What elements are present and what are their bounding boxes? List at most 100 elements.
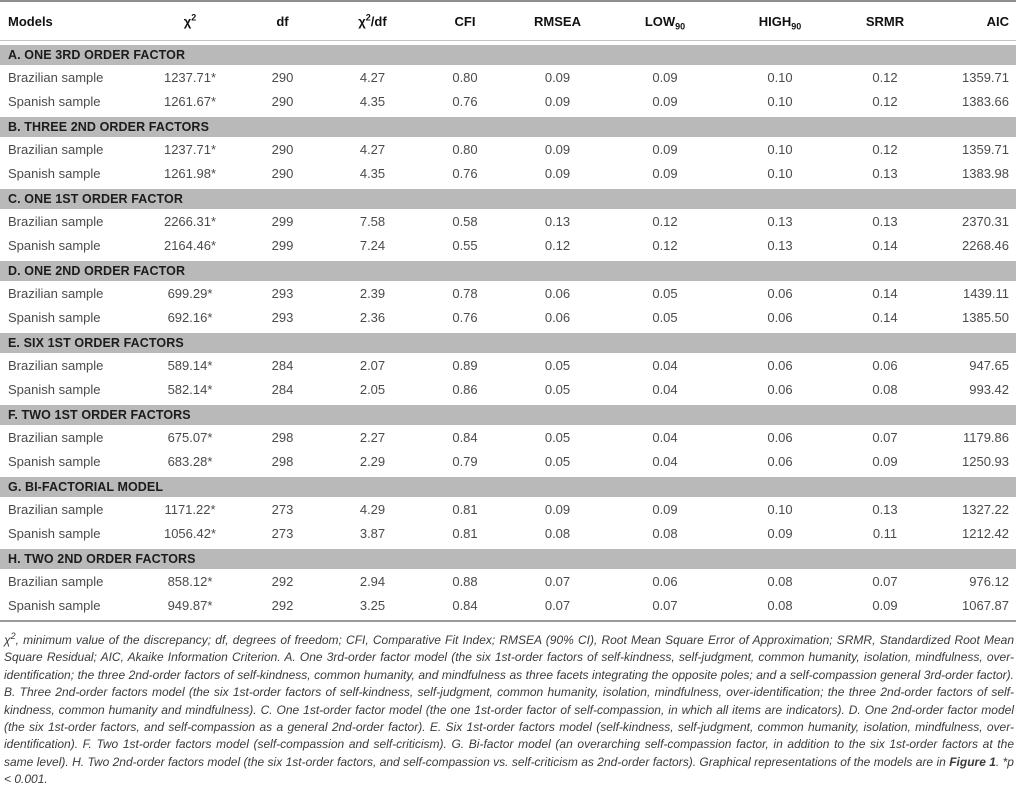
table-row: Spanish sample 692.16* 293 2.36 0.76 0.06 0.05… xyxy=(0,305,1016,329)
cell-chi2: 683.28* xyxy=(167,453,213,469)
table-row: Brazilian sample 2266.31* 299 7.58 0.58 0.13 0… xyxy=(0,209,1016,233)
column-header-model: Models xyxy=(8,13,53,29)
cell-model: Spanish sample xyxy=(8,237,101,253)
cell-srmr: 0.07 xyxy=(872,573,898,589)
table-header-row: Models χ2 df χ2/df CFI RMSEA LOW90 HIGH90 SRMR AI… xyxy=(0,0,1016,41)
table-row: Spanish sample 2164.46* 299 7.24 0.55 0.12 0.1… xyxy=(0,233,1016,257)
cell-model: Spanish sample xyxy=(8,597,101,613)
table-row: Brazilian sample 1237.71* 290 4.27 0.80 0.09 0… xyxy=(0,137,1016,161)
cell-chi2: 949.87* xyxy=(167,597,213,613)
cell-aic: 1439.11 xyxy=(962,285,1009,301)
cell-chi2df: 4.27 xyxy=(359,141,386,157)
cell-chi2df: 2.07 xyxy=(359,357,386,373)
cell-chi2df: 2.94 xyxy=(359,573,386,589)
column-header-low: LOW90 xyxy=(644,13,686,32)
cell-low: 0.04 xyxy=(652,381,678,397)
cell-chi2: 1261.67* xyxy=(163,93,217,109)
cell-chi2: 699.29* xyxy=(167,285,213,301)
cell-rmsea: 0.06 xyxy=(544,285,571,301)
cell-rmsea: 0.05 xyxy=(544,453,571,469)
cell-df: 273 xyxy=(271,525,294,541)
cell-aic: 1179.86 xyxy=(962,429,1009,445)
section-header: A. ONE 3RD ORDER FACTOR xyxy=(0,45,1016,65)
chi-square-symbol: χ2 xyxy=(4,631,16,648)
section-header: E. SIX 1ST ORDER FACTORS xyxy=(0,333,1016,353)
cell-chi2: 2266.31* xyxy=(163,213,217,229)
cell-srmr: 0.06 xyxy=(872,357,898,373)
column-header-aic: AIC xyxy=(986,13,1009,29)
cell-high: 0.06 xyxy=(767,429,793,445)
cell-srmr: 0.14 xyxy=(872,285,898,301)
cell-cfi: 0.78 xyxy=(452,285,478,301)
cell-cfi: 0.80 xyxy=(452,141,478,157)
column-header-cfi: CFI xyxy=(454,13,476,29)
cell-model: Brazilian sample xyxy=(8,69,104,85)
cell-chi2df: 2.05 xyxy=(359,381,386,397)
cell-high: 0.06 xyxy=(767,285,793,301)
section-header: B. THREE 2ND ORDER FACTORS xyxy=(0,117,1016,137)
cell-cfi: 0.76 xyxy=(452,309,478,325)
column-header-high: HIGH90 xyxy=(758,13,802,32)
cell-high: 0.06 xyxy=(767,357,793,373)
cell-high: 0.10 xyxy=(767,501,793,517)
section-header: H. TWO 2ND ORDER FACTORS xyxy=(0,549,1016,569)
cell-df: 290 xyxy=(271,141,294,157)
cell-cfi: 0.84 xyxy=(452,597,478,613)
cell-rmsea: 0.05 xyxy=(544,357,571,373)
cell-chi2df: 2.29 xyxy=(359,453,386,469)
cell-low: 0.08 xyxy=(652,525,678,541)
cell-df: 299 xyxy=(271,213,294,229)
cell-chi2: 675.07* xyxy=(167,429,213,445)
cell-rmsea: 0.09 xyxy=(544,165,571,181)
cell-df: 284 xyxy=(271,357,294,373)
table-row: Brazilian sample 675.07* 298 2.27 0.84 0.05 0.… xyxy=(0,425,1016,449)
cell-srmr: 0.13 xyxy=(872,501,898,517)
cell-cfi: 0.81 xyxy=(452,525,478,541)
cell-chi2: 1171.22* xyxy=(164,501,216,517)
cell-srmr: 0.12 xyxy=(872,69,898,85)
cell-df: 284 xyxy=(271,381,294,397)
cell-srmr: 0.08 xyxy=(872,381,898,397)
cell-chi2df: 3.25 xyxy=(359,597,386,613)
cell-model: Brazilian sample xyxy=(8,357,104,373)
cell-cfi: 0.79 xyxy=(452,453,478,469)
cell-chi2df: 2.39 xyxy=(359,285,386,301)
table-row: Brazilian sample 589.14* 284 2.07 0.89 0.05 0.… xyxy=(0,353,1016,377)
cell-srmr: 0.12 xyxy=(872,93,898,109)
cell-low: 0.04 xyxy=(652,453,678,469)
cell-rmsea: 0.05 xyxy=(544,429,571,445)
cell-chi2df: 4.27 xyxy=(359,69,386,85)
cell-rmsea: 0.08 xyxy=(544,525,571,541)
cell-cfi: 0.76 xyxy=(452,93,478,109)
cell-rmsea: 0.09 xyxy=(544,69,571,85)
column-header-chi2df: χ2/df xyxy=(358,12,387,29)
cell-low: 0.09 xyxy=(652,93,678,109)
cell-high: 0.08 xyxy=(767,597,793,613)
cell-low: 0.09 xyxy=(652,165,678,181)
cell-srmr: 0.11 xyxy=(872,525,898,541)
footnote-significance-note: . *p < 0.001. xyxy=(4,754,1014,787)
cell-model: Brazilian sample xyxy=(8,429,104,445)
cell-rmsea: 0.09 xyxy=(544,141,571,157)
table-row: Brazilian sample 1171.22* 273 4.29 0.81 0.09 0… xyxy=(0,497,1016,521)
section-header: C. ONE 1ST ORDER FACTOR xyxy=(0,189,1016,209)
cell-aic: 1212.42 xyxy=(962,525,1009,541)
cell-high: 0.13 xyxy=(767,213,793,229)
cell-model: Spanish sample xyxy=(8,93,101,109)
cell-low: 0.04 xyxy=(652,357,678,373)
section-header: G. BI-FACTORIAL MODEL xyxy=(0,477,1016,497)
cell-chi2df: 7.58 xyxy=(359,213,386,229)
cell-cfi: 0.55 xyxy=(452,237,478,253)
cell-rmsea: 0.06 xyxy=(544,309,571,325)
cell-df: 292 xyxy=(271,573,294,589)
cell-cfi: 0.89 xyxy=(452,357,478,373)
cell-low: 0.12 xyxy=(652,237,678,253)
cell-low: 0.05 xyxy=(652,309,678,325)
cell-srmr: 0.13 xyxy=(872,165,898,181)
cell-model: Spanish sample xyxy=(8,525,101,541)
cell-cfi: 0.76 xyxy=(452,165,478,181)
fit-indices-table: Models χ2 df χ2/df CFI RMSEA LOW90 HIGH90 SRMR AI… xyxy=(0,0,1016,622)
table-row: Spanish sample 1056.42* 273 3.87 0.81 0.08 0.0… xyxy=(0,521,1016,545)
cell-low: 0.06 xyxy=(652,573,678,589)
